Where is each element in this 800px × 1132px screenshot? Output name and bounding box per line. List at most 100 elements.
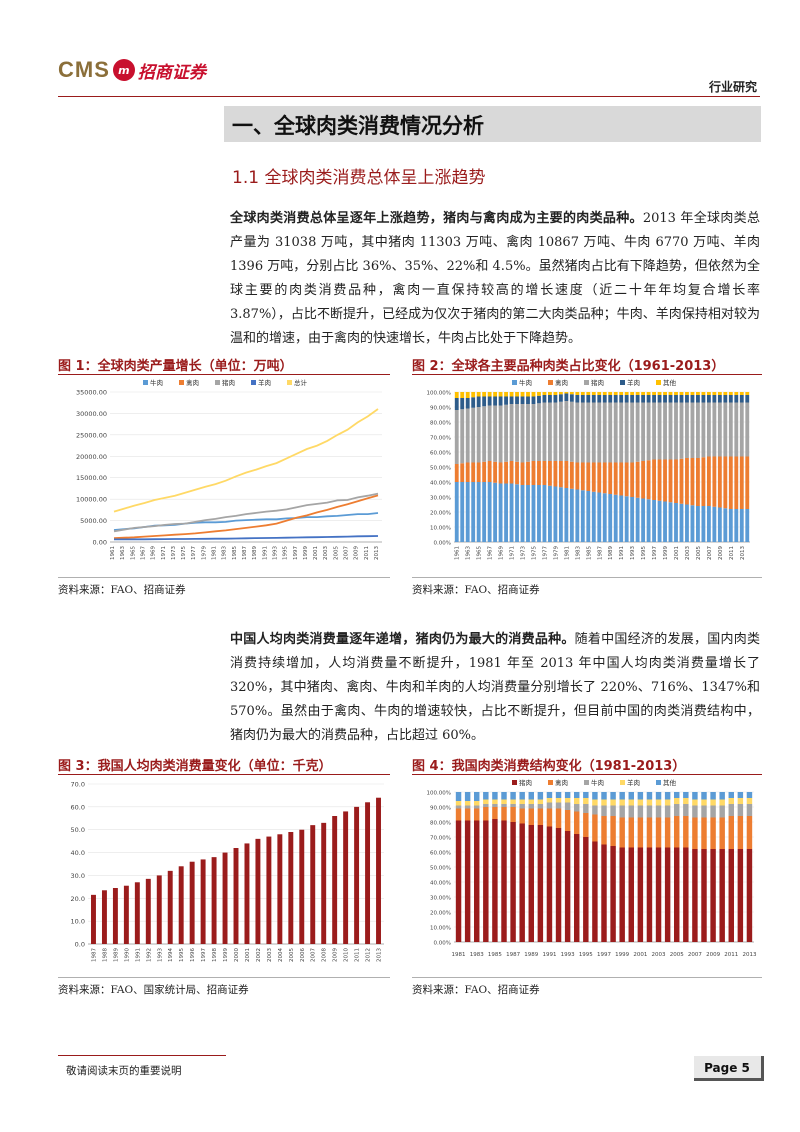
bar-segment-poultry	[519, 808, 525, 824]
bar-segment-beef_dark	[701, 395, 706, 403]
bar-segment-pork	[674, 804, 680, 816]
bar-segment-beef_dark	[602, 395, 607, 403]
bar-segment-poultry	[701, 817, 707, 849]
bar-segment-pork	[641, 402, 646, 461]
x-tick-label: 1983	[575, 546, 581, 560]
x-tick-label: 1967	[488, 546, 494, 560]
figure-2-top-rule	[412, 374, 762, 375]
bar-segment-pork	[553, 402, 558, 461]
bar-segment-beef	[498, 483, 503, 542]
bar-segment-total	[537, 799, 544, 804]
y-tick-label: 60.00%	[430, 451, 451, 457]
bar-segment-beef	[734, 509, 739, 542]
bar-segment-poultry	[454, 464, 459, 482]
bar-segment-pork	[613, 402, 618, 463]
bar-segment-beef	[739, 509, 744, 542]
bar-segment-pork_dark	[528, 825, 534, 942]
bar-segment-other	[482, 392, 487, 397]
bar-segment-beef_dark	[690, 395, 695, 403]
bar-segment-poultry	[710, 817, 716, 849]
bar-segment-poultry	[471, 462, 476, 482]
x-tick-label: 1999	[615, 952, 629, 958]
bar-segment-poultry	[592, 814, 598, 842]
bar-segment-pork	[531, 404, 536, 461]
bar-segment-beef_dark	[580, 395, 585, 403]
bar-segment-other	[613, 392, 618, 395]
y-tick-label: 30.0	[71, 872, 85, 880]
bar-segment-beef	[679, 503, 684, 542]
x-tick-label: 1985	[488, 952, 502, 958]
bar-segment-total	[455, 801, 462, 806]
bar-segment-other	[487, 392, 492, 397]
bar-segment-pork	[542, 402, 547, 461]
bar-segment-beef_dark	[542, 395, 547, 403]
bar-segment-beef	[719, 792, 725, 800]
bar-segment-pork	[454, 410, 459, 464]
legend-swatch	[179, 380, 184, 385]
bar-segment-pork	[515, 404, 519, 462]
x-tick-label: 2007	[707, 546, 713, 560]
x-tick-label: 2011	[364, 546, 370, 560]
bar-segment-other	[690, 392, 695, 395]
figure-3-bottom-rule	[58, 977, 390, 978]
bar-segment-beef_dark	[487, 396, 492, 406]
bar-segment-beef	[619, 495, 624, 542]
bar-segment-beef_dark	[548, 395, 552, 403]
bar-segment-other	[553, 392, 558, 395]
legend-label: 猪肉	[222, 378, 235, 387]
y-tick-label: 30.00%	[430, 496, 451, 502]
bar-segment-pork	[519, 804, 525, 809]
bar-segment-pork	[728, 402, 733, 457]
bar-segment-pork	[739, 402, 744, 457]
bar-segment-poultry	[597, 462, 602, 493]
bar-segment-poultry	[706, 456, 711, 506]
x-tick-label: 1979	[201, 546, 207, 560]
bar-segment-pork_dark	[564, 831, 571, 942]
bar-segment-beef	[685, 504, 689, 542]
y-tick-label: 0.00%	[434, 541, 451, 547]
bar-segment-pork	[574, 804, 580, 812]
bar-segment-pork	[706, 402, 711, 457]
bar-segment-beef_dark	[493, 396, 498, 406]
x-tick-label: 2006	[300, 948, 306, 962]
bar-segment-poultry	[498, 462, 503, 484]
page-number-box	[694, 1056, 764, 1081]
bar-segment-poultry	[696, 458, 700, 506]
bar-segment-poultry	[574, 811, 580, 834]
bar-segment-beef	[619, 792, 625, 800]
bar	[189, 861, 195, 944]
bar-segment-pork_dark	[664, 847, 671, 942]
x-tick-label: 1985	[232, 546, 238, 560]
bar-segment-poultry	[619, 462, 624, 496]
figure-2-title: 图 2：全球各主要品种肉类占比变化（1961-2013）	[412, 359, 725, 374]
bar-segment-total	[664, 799, 671, 806]
x-tick-label: 1975	[181, 546, 187, 560]
bar-segment-other	[657, 392, 662, 395]
x-tick-label: 1989	[524, 952, 538, 958]
x-tick-label: 1990	[124, 948, 130, 962]
bar-segment-beef_dark	[569, 394, 574, 402]
y-tick-label: 10.00%	[430, 926, 451, 932]
bar-segment-beef_dark	[657, 395, 662, 403]
bar-segment-poultry	[624, 462, 629, 497]
y-tick-label: 40.00%	[430, 881, 451, 887]
bar-segment-poultry	[501, 807, 507, 821]
bar	[332, 816, 338, 944]
bar-segment-pork_dark	[683, 847, 689, 942]
bar-segment-other	[734, 392, 739, 395]
bar	[178, 866, 184, 944]
paragraph-body: 随着中国经济的发展，国内肉类消费持续增加，人均消费量不断提升，1981 年至 2…	[230, 632, 760, 743]
x-tick-label: 1991	[262, 546, 268, 560]
bar-segment-beef	[464, 792, 471, 801]
x-tick-label: 1981	[452, 952, 466, 958]
bar-segment-other	[471, 392, 476, 398]
section-title: 一、全球肉类消费情况分析	[232, 114, 484, 138]
bar-segment-pork	[564, 802, 571, 810]
x-tick-label: 1963	[120, 546, 126, 560]
bar-segment-poultry	[476, 462, 481, 482]
bar-segment-poultry	[608, 462, 613, 494]
bar-segment-other	[663, 392, 667, 395]
bar-segment-pork	[492, 804, 498, 807]
bar-segment-beef_dark	[728, 395, 733, 403]
bar-segment-poultry	[555, 808, 562, 828]
